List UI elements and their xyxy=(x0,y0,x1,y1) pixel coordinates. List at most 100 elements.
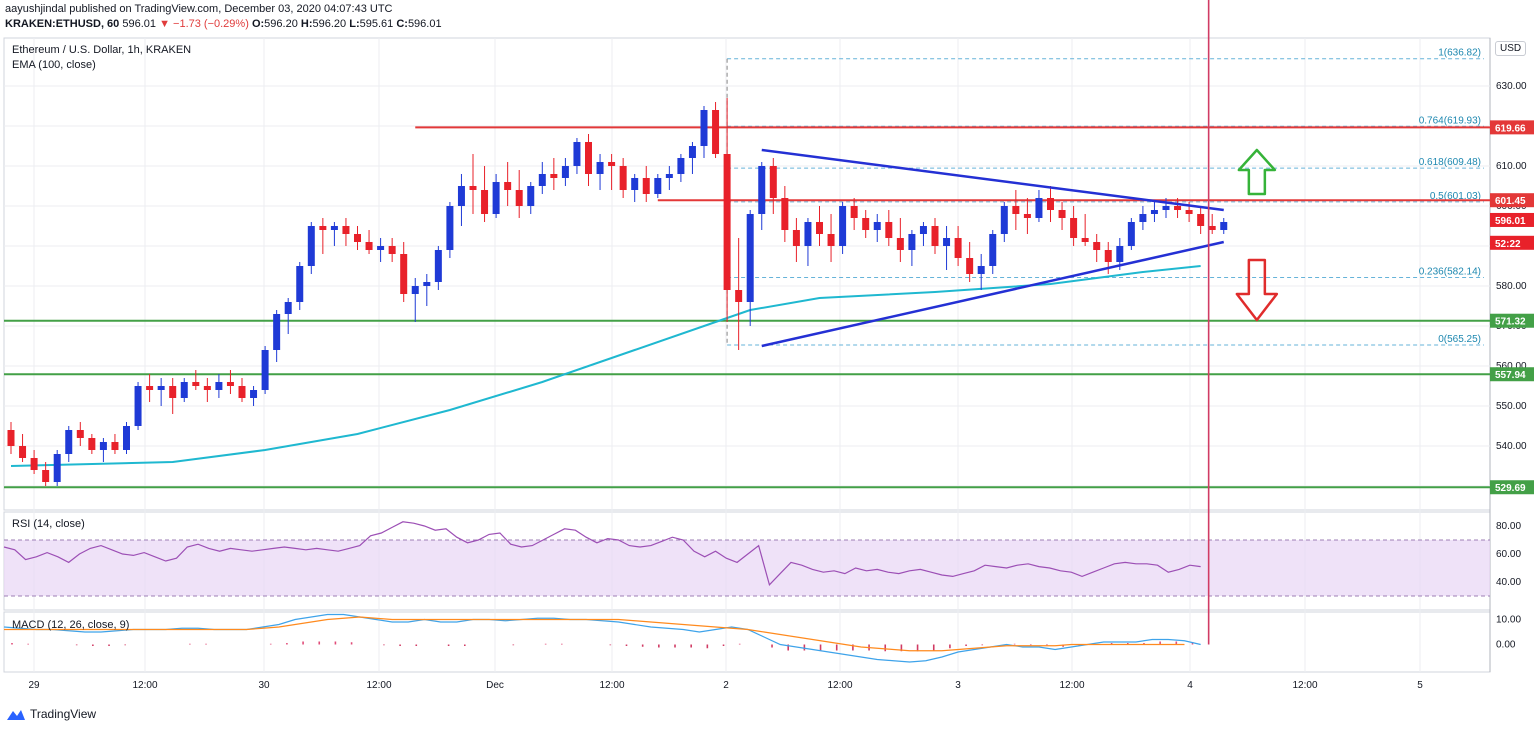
candle-body xyxy=(989,234,997,266)
macd-pane-title: MACD (12, 26, close, 9) xyxy=(12,619,130,631)
candle-body xyxy=(1035,198,1043,218)
fib-level-label: 0.236(582.14) xyxy=(1419,266,1481,277)
candle-body xyxy=(885,222,893,238)
chart-header: aayushjindal published on TradingView.co… xyxy=(0,0,1536,36)
level-tag-label: 619.66 xyxy=(1495,123,1526,134)
candle-body xyxy=(434,250,442,282)
price-tick-label: 540.00 xyxy=(1496,441,1527,452)
candle-body xyxy=(550,174,558,178)
candle-body xyxy=(665,174,673,178)
candle-body xyxy=(1139,214,1147,222)
triangle-trendline xyxy=(761,148,1224,212)
candle-body xyxy=(284,302,292,314)
currency-badge[interactable]: USD xyxy=(1495,41,1527,56)
candle-body xyxy=(1104,250,1112,262)
candle-body xyxy=(7,430,15,446)
macd-pane-frame xyxy=(3,611,1491,673)
candle-body xyxy=(192,382,200,386)
down-triangle-icon: ▼ xyxy=(159,18,170,30)
candle-body xyxy=(827,234,835,246)
time-tick-label: 12:00 xyxy=(132,680,157,691)
candle-body xyxy=(677,158,685,174)
last-price: 596.01 xyxy=(122,18,157,30)
candle-body xyxy=(561,166,569,178)
candle-body xyxy=(99,442,107,450)
level-tag-label: 557.94 xyxy=(1495,370,1526,381)
rsi-band xyxy=(4,540,1490,596)
candle-body xyxy=(354,234,361,242)
price-tick-label: 630.00 xyxy=(1496,81,1527,92)
time-tick-label: 30 xyxy=(258,680,270,691)
candle-body xyxy=(585,142,592,174)
candle-body xyxy=(261,350,269,390)
rsi-line xyxy=(3,521,1201,586)
level-tag-label: 571.32 xyxy=(1495,317,1526,328)
candle-body xyxy=(42,470,50,482)
candle-body xyxy=(65,430,73,454)
candle-body xyxy=(134,386,142,426)
time-tick-label: Dec xyxy=(486,680,504,691)
rsi-pane-title: RSI (14, close) xyxy=(12,518,85,530)
level-tag-label: 529.69 xyxy=(1495,483,1526,494)
high-value: 596.20 xyxy=(312,18,347,30)
candle-body xyxy=(573,142,581,166)
candle-body xyxy=(1150,210,1158,214)
candle-body xyxy=(215,382,223,390)
signal-line xyxy=(4,616,1185,652)
candle-body xyxy=(839,206,847,246)
time-tick-label: 12:00 xyxy=(366,680,391,691)
candle-body xyxy=(1081,238,1089,242)
macd-tick-label: 0.00 xyxy=(1496,640,1516,651)
candle-body xyxy=(30,458,38,470)
time-tick-label: 4 xyxy=(1187,680,1193,691)
triangle-trendline xyxy=(761,240,1225,348)
candle-body xyxy=(862,218,870,230)
candle-body xyxy=(342,226,350,234)
brand-name: TradingView xyxy=(30,707,97,721)
candle-body xyxy=(954,238,962,258)
candle-body xyxy=(1000,206,1008,234)
low-label: L: xyxy=(349,18,360,30)
time-tick-label: 2 xyxy=(723,680,729,691)
candle-body xyxy=(388,246,396,254)
candle-body xyxy=(365,242,373,250)
symbol: KRAKEN:ETHUSD, 60 xyxy=(5,18,120,30)
candle-body xyxy=(712,110,720,154)
time-tick-label: 3 xyxy=(955,680,961,691)
candle-body xyxy=(654,178,662,194)
rsi-tick-label: 60.00 xyxy=(1496,549,1521,560)
candle-body xyxy=(377,246,385,250)
time-tick-label: 12:00 xyxy=(827,680,852,691)
candle-body xyxy=(1116,246,1124,262)
candle-body xyxy=(931,226,939,246)
level-tag xyxy=(1490,120,1534,135)
publisher-line: aayushjindal published on TradingView.co… xyxy=(5,3,393,15)
symbol-line: KRAKEN:ETHUSD, 60 596.01 ▼ −1.73 (−0.29%… xyxy=(5,17,442,32)
breakout-up-arrow-icon xyxy=(1237,148,1277,196)
candle-body xyxy=(642,178,650,194)
candle-body xyxy=(180,382,188,398)
candle-body xyxy=(319,226,327,230)
candle-body xyxy=(908,234,916,250)
price-tick-label: 580.00 xyxy=(1496,281,1527,292)
price-tick-label: 550.00 xyxy=(1496,401,1527,412)
candle-body xyxy=(746,214,754,302)
tradingview-logo-icon xyxy=(7,710,25,720)
candle-body xyxy=(1093,242,1101,250)
candle-body xyxy=(1047,198,1054,210)
candle-body xyxy=(804,222,812,246)
footer-branding[interactable]: TradingView xyxy=(6,704,96,724)
rsi-tick-label: 80.00 xyxy=(1496,521,1521,532)
candle-body xyxy=(226,382,234,386)
candle-body xyxy=(769,166,777,198)
level-tag-label: 601.45 xyxy=(1495,196,1526,207)
candle-body xyxy=(515,190,523,206)
level-tag xyxy=(1490,193,1534,208)
candle-body xyxy=(469,186,477,190)
candle-body xyxy=(88,438,96,450)
candle-body xyxy=(146,386,154,390)
candle-body xyxy=(169,386,177,398)
candle-body xyxy=(203,386,211,390)
ema-legend: EMA (100, close) xyxy=(12,59,96,71)
